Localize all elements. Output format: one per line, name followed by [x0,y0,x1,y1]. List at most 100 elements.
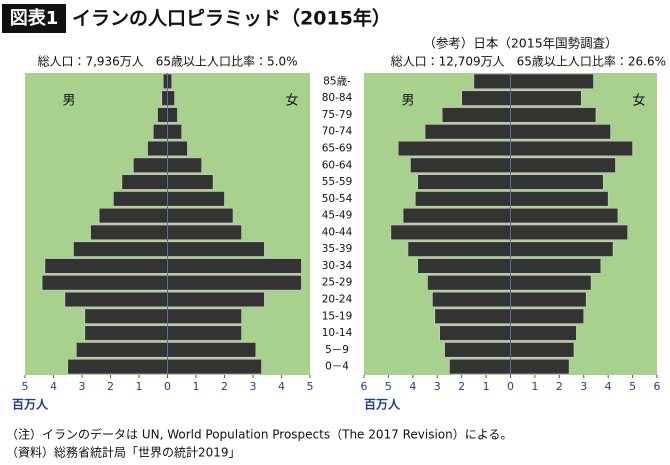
category-label: 30-34 [322,260,353,272]
x-tick-label: 4 [278,380,285,393]
category-label: 75-79 [322,109,353,121]
x-tick-label: 1 [483,380,490,393]
bar [407,241,511,257]
legend-label: 男 [401,94,414,109]
category-label: 15-19 [322,310,353,322]
bar [510,140,633,157]
bar [510,342,575,358]
category-label: 80-84 [322,92,353,104]
bar [510,191,609,207]
x-tick-label: 2 [458,380,465,393]
bar [98,207,168,224]
category-label: 40-44 [322,226,353,238]
chart-title: （参考）日本（2015年国勢調査） [423,36,617,51]
x-tick-label: 3 [250,380,257,393]
bar [167,174,214,190]
bar [510,107,597,123]
x-tick-label: 1 [193,380,200,393]
bar [417,258,511,274]
x-axis-label: 百万人 [12,398,49,412]
bar [510,73,594,90]
bar [161,90,168,106]
bar [84,308,168,324]
badge-box [2,4,66,33]
bar [510,308,585,324]
bar [167,308,242,324]
bar [90,224,168,241]
bar [461,90,511,106]
category-label: 50-54 [322,193,353,205]
badge: 図表1 [10,7,59,29]
category-label: 25-29 [322,277,353,289]
bar [167,241,265,257]
bar [162,73,168,90]
bar [510,124,611,140]
bar [167,325,242,341]
category-label: 35-39 [322,243,353,255]
bar [510,275,592,291]
bar [133,157,168,173]
note: （注）イランのデータは UN, World Population Prospec… [6,427,512,442]
bar [147,140,168,157]
x-tick-label: 3 [434,380,441,393]
bar [427,275,511,291]
bar [510,291,587,308]
bar [121,174,168,190]
bar [73,241,168,257]
bar [44,258,168,274]
x-tick-label: 1 [136,380,143,393]
category-label: 20-24 [322,294,353,306]
bar [390,224,511,241]
note: （資料）総務省統計局「世界の統計2019」 [6,445,241,460]
bar [167,291,265,308]
x-tick-label: 4 [409,380,416,393]
bar [167,157,203,173]
bar [167,224,242,241]
bar [417,174,511,190]
bar [167,258,302,274]
x-tick-label: 6 [654,380,661,393]
bar [432,291,511,308]
bar [414,191,511,207]
bar [441,107,511,123]
bar [167,124,183,140]
bar [510,241,614,257]
bar [510,90,582,106]
x-tick-label: 2 [556,380,563,393]
bar [410,157,511,173]
category-label: 45-49 [322,210,353,222]
bar [167,358,262,375]
bar [152,124,168,140]
category-label: 85歳- [323,75,351,87]
legend-label: 男 [62,94,75,109]
bar [434,308,511,324]
x-tick-label: 5 [629,380,636,393]
x-tick-label: 0 [164,380,171,393]
x-tick-label: 0 [507,380,514,393]
bar [510,207,619,224]
bar [510,258,602,274]
x-tick-label: 2 [107,380,114,393]
x-tick-label: 4 [605,380,612,393]
bar [64,291,168,308]
x-axis-label: 百万人 [364,398,401,412]
bar [167,191,225,207]
bar [167,342,257,358]
bar [449,358,511,375]
legend-label: 女 [632,94,645,109]
x-tick-label: 1 [531,380,538,393]
bar [67,358,168,375]
chart-subtitle: 総人口：7,936万人 65歳以上人口比率：5.0% [37,54,297,69]
bar [439,325,511,341]
legend-label: 女 [285,94,298,109]
category-label: 70-74 [322,126,353,138]
bar [167,140,188,157]
bar [41,275,168,291]
bar [157,107,168,123]
x-tick-label: 3 [580,380,587,393]
chart-subtitle: 総人口：12,709万人 65歳以上人口比率：26.6% [391,54,666,69]
bar [167,207,234,224]
bar [473,73,511,90]
